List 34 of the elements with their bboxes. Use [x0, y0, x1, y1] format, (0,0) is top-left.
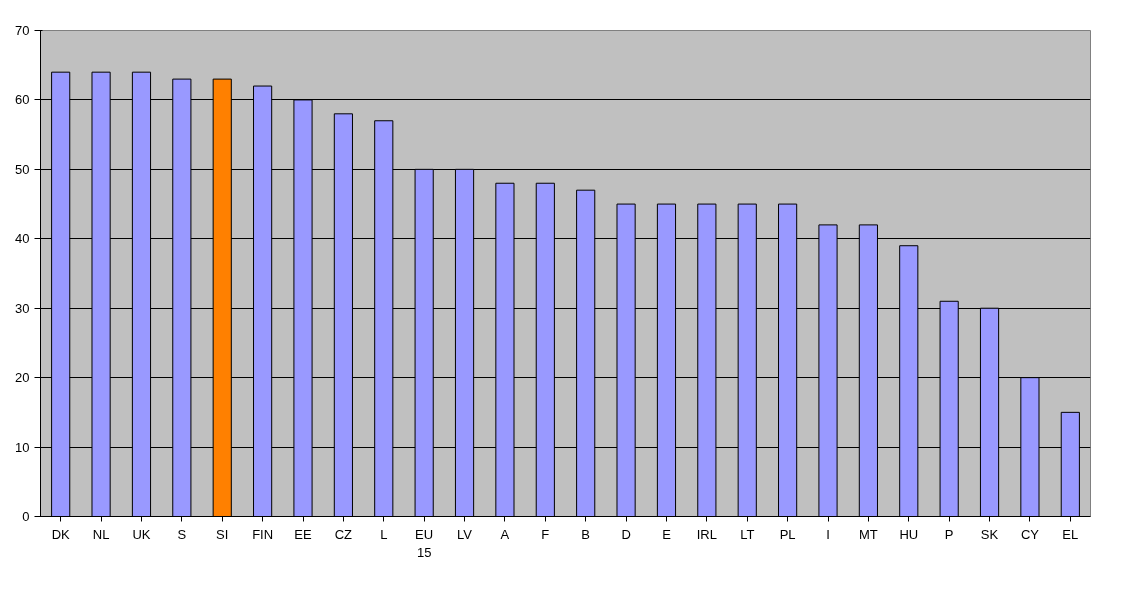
- y-tick-label: 30: [15, 300, 30, 316]
- y-tick-label: 20: [15, 370, 30, 386]
- x-tick-label: PL: [779, 526, 796, 542]
- x-tick-label: EU 15: [415, 526, 434, 560]
- x-tick-label: S: [177, 526, 187, 542]
- y-tick-label: 60: [15, 92, 30, 108]
- x-tick-label: D: [621, 526, 631, 542]
- x-tick-label: B: [581, 526, 591, 542]
- x-tick-label: FIN: [252, 526, 274, 542]
- x-tick-label: UK: [132, 526, 151, 542]
- y-tick-label: 10: [15, 439, 30, 455]
- x-tick-label: MT: [859, 526, 878, 542]
- y-tick-label: 40: [15, 231, 30, 247]
- x-tick-label: CZ: [334, 526, 353, 542]
- x-tick-label: SK: [980, 526, 999, 542]
- x-tick-label: LV: [457, 526, 473, 542]
- x-tick-label: DK: [51, 526, 71, 542]
- x-tick-label: IRL: [696, 526, 717, 542]
- x-tick-label: I: [826, 526, 830, 542]
- x-tick-label: LT: [740, 526, 755, 542]
- y-tick-label: 50: [15, 161, 30, 177]
- y-tick-label: 0: [22, 509, 30, 524]
- x-tick-label: CY: [1020, 526, 1040, 542]
- x-tick-label: SI: [216, 526, 229, 542]
- x-tick-label: F: [541, 526, 550, 542]
- x-tick-label: E: [662, 526, 672, 542]
- x-tick-label: NL: [92, 526, 110, 542]
- x-tick-label: EL: [1062, 526, 1079, 542]
- x-tick-label: P: [944, 526, 954, 542]
- x-tick-label: A: [500, 526, 510, 542]
- y-tick-label: 70: [15, 23, 30, 38]
- x-tick-label: HU: [899, 526, 919, 542]
- x-tick-label: L: [380, 526, 388, 542]
- x-tick-label: EE: [294, 526, 312, 542]
